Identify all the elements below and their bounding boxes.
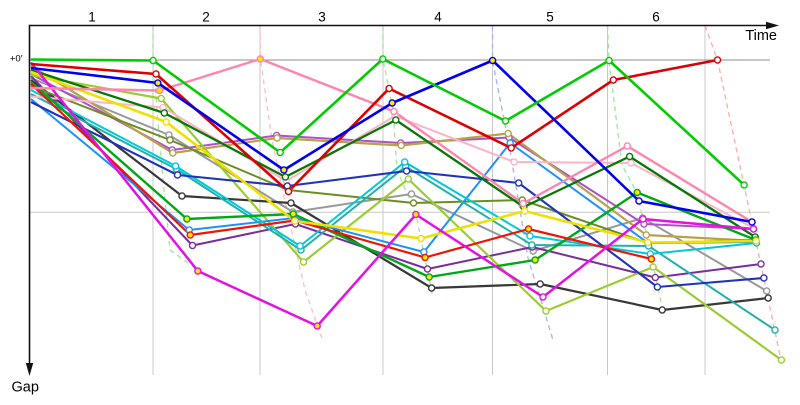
svg-text:5: 5 (546, 10, 554, 25)
svg-text:2: 2 (202, 10, 210, 25)
svg-text:1: 1 (88, 10, 96, 25)
svg-text:Gap: Gap (12, 380, 39, 396)
svg-text:Time: Time (745, 28, 777, 44)
svg-text:3: 3 (318, 10, 326, 25)
svg-text:4: 4 (434, 10, 442, 25)
svg-text:+0′: +0′ (10, 54, 23, 65)
svg-text:6: 6 (652, 10, 660, 25)
